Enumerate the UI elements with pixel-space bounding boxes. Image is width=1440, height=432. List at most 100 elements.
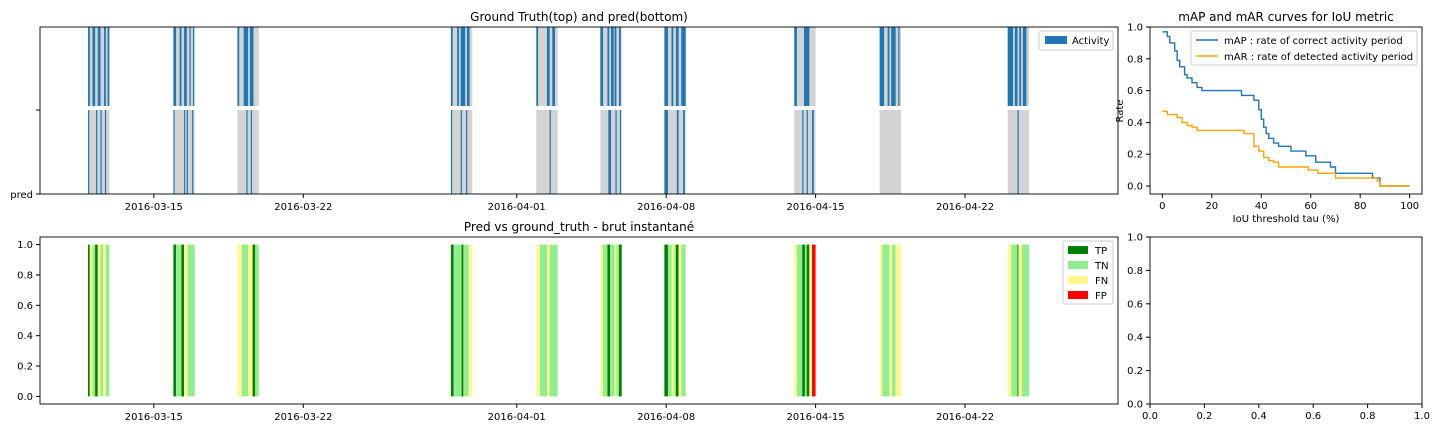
segment-fn — [614, 244, 617, 397]
ground-truth-pred-x-axis: 2016-03-15 2016-03-22 2016-04-01 2016-04-08… — [125, 194, 994, 213]
pred-activity-bars — [88, 108, 1019, 194]
gt-activity-bar — [243, 27, 249, 108]
pred-activity-bar — [608, 108, 612, 194]
xtick-label: 2016-03-22 — [274, 412, 332, 423]
ytick-label: 0.0 — [1127, 182, 1143, 193]
pred-activity-bar — [192, 108, 194, 194]
chart-title-ground-truth-pred: Ground Truth(top) and pred(bottom) — [470, 10, 688, 24]
gt-activity-bar — [104, 27, 106, 108]
empty-panel: 0.0 0.2 0.4 0.6 0.8 1.0 0.0 0.2 0.4 0.6 0.8 1.0 — [1127, 233, 1430, 423]
gt-activity-bar — [794, 27, 797, 108]
activity-legend-swatch — [1045, 36, 1067, 44]
pred-period-bg-8 — [879, 108, 901, 194]
fn-legend-label: FN — [1095, 276, 1108, 287]
xtick-label: 0.2 — [1196, 411, 1212, 422]
segment-fn — [89, 244, 93, 397]
xtick-label: 2016-04-08 — [637, 412, 695, 423]
map-mar-legend: mAP : rate of correct activity period mA… — [1190, 30, 1418, 66]
segment-tn — [882, 244, 890, 397]
ytick-label-pred: pred — [10, 190, 33, 201]
segment-tn — [255, 244, 259, 397]
chart-title-map-mar: mAP and mAR curves for IoU metric — [1178, 10, 1394, 24]
segment-tn — [610, 244, 615, 397]
gt-activity-bar — [536, 27, 539, 108]
segment-tn — [100, 244, 104, 397]
segment-fn — [97, 244, 101, 397]
gt-activity-bar — [546, 27, 550, 108]
classification-legend-box — [1062, 240, 1114, 305]
segment-tp — [806, 244, 810, 397]
pred-period-bg-6 — [664, 108, 686, 194]
gt-activity-bar — [92, 27, 96, 108]
segment-fn — [600, 244, 604, 397]
fp-legend-swatch — [1068, 291, 1088, 299]
gt-activity-bar — [173, 27, 177, 108]
ytick-label: 0.4 — [1127, 118, 1143, 129]
ytick-label: 0.6 — [17, 301, 33, 312]
segment-tn — [667, 244, 672, 397]
gt-activity-bar — [189, 27, 191, 108]
gt-activity-bar — [619, 27, 621, 108]
segment-tn — [674, 244, 676, 397]
gt-activity-bar — [879, 27, 885, 108]
ytick-label: 0.8 — [17, 270, 33, 281]
pred-period-bg-0 — [88, 108, 110, 194]
gt-activity-bar — [891, 27, 896, 108]
gt-activity-bar — [675, 27, 679, 108]
pred-activity-bar — [460, 108, 462, 194]
gt-activity-bar — [97, 27, 101, 108]
xtick-label: 2016-03-15 — [125, 202, 183, 213]
gt-activity-bar — [1019, 27, 1022, 108]
segment-tp — [181, 244, 185, 397]
gt-activity-bar — [192, 27, 195, 108]
pred-activity-bar — [802, 108, 804, 194]
ytick-label: 0.6 — [1127, 86, 1143, 97]
xtick-label: 2016-04-01 — [488, 412, 546, 423]
ytick-label: 1.0 — [17, 240, 33, 251]
activity-legend-label: Activity — [1072, 36, 1109, 47]
gt-activity-bar — [237, 27, 240, 108]
segment-tn — [463, 244, 469, 397]
segment-tp — [173, 244, 177, 397]
ytick-label: 0.4 — [1127, 333, 1143, 344]
gt-activity-bar — [600, 27, 604, 108]
pred-period-bg-4 — [536, 108, 558, 194]
gt-activity-bar — [460, 27, 466, 108]
segment-fn — [895, 244, 901, 397]
segment-tn — [539, 244, 547, 397]
segment-fn — [184, 244, 188, 397]
gt-activity-bar — [607, 27, 610, 108]
xtick-label: 0.4 — [1251, 411, 1267, 422]
pred-vs-gt-y-axis: 0.0 0.2 0.4 0.6 0.8 1.0 — [17, 240, 40, 403]
pred-vs-gt-x-axis: 2016-03-15 2016-03-22 2016-04-01 2016-04-08… — [125, 404, 994, 423]
activity-legend: Activity — [1038, 30, 1114, 51]
segment-fn — [678, 244, 682, 397]
gt-activity-bar — [457, 27, 459, 108]
gt-activity-bar — [107, 27, 110, 108]
segment-fn — [1007, 244, 1012, 397]
pred-activity-bar — [615, 108, 617, 194]
segment-fn — [671, 244, 675, 397]
xtick-label: 1.0 — [1414, 411, 1430, 422]
gt-activity-bar — [179, 27, 182, 108]
gt-activity-bar — [466, 27, 470, 108]
segment-tp — [802, 244, 805, 397]
xtick-label: 0.6 — [1305, 411, 1321, 422]
xtick-label: 0.8 — [1360, 411, 1376, 422]
xtick-label: 2016-04-15 — [787, 202, 845, 213]
empty-axes-frame — [1149, 236, 1423, 405]
chart-title-pred-vs-gt: Pred vs ground_truth - brut instantané — [464, 220, 694, 234]
gt-period-bg-6 — [664, 27, 686, 108]
segment-fn — [794, 244, 797, 397]
map-mar-xlabel: IoU threshold tau (%) — [1233, 214, 1340, 225]
xtick-label: 0 — [1159, 201, 1165, 212]
ytick-label: 0.2 — [1127, 150, 1143, 161]
gt-activity-bar — [681, 27, 686, 108]
activity-legend-box — [1038, 30, 1114, 51]
pred-activity-bar — [184, 108, 186, 194]
segment-tn — [616, 244, 620, 397]
pred-activity-bar — [186, 108, 188, 194]
ytick-label: 0.4 — [17, 331, 33, 342]
segment-tp — [461, 244, 464, 397]
